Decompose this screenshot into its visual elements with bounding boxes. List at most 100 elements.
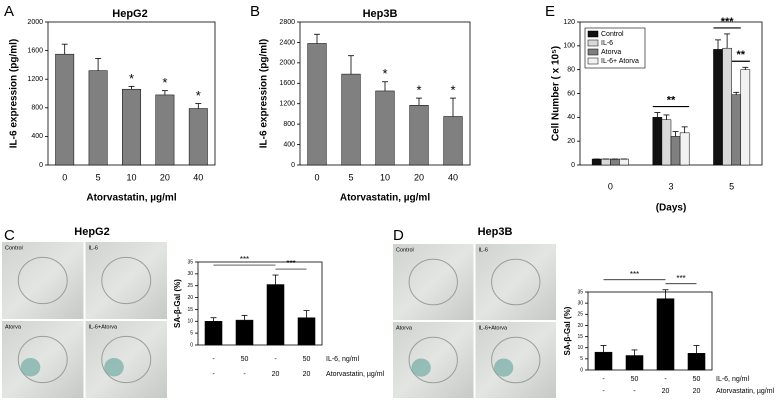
- bar: [713, 49, 723, 166]
- legend-label: IL-6+ Atorva: [601, 58, 639, 65]
- legend-label: Atorva: [601, 49, 621, 56]
- y-tick-label: 10: [187, 319, 193, 325]
- x-tick-label: 0: [62, 172, 67, 182]
- chart-title: Hep3B: [478, 226, 513, 238]
- bar: [409, 104, 429, 166]
- image-label: IL-6+Atorva: [479, 325, 509, 331]
- row-cell: 20: [303, 371, 311, 378]
- legend-swatch: [587, 30, 599, 38]
- y-tick-label: 25: [187, 283, 193, 289]
- bar: [679, 132, 690, 166]
- cell-cluster: [491, 336, 541, 384]
- bar: [687, 353, 706, 371]
- bar: [594, 351, 613, 371]
- micrograph: [2, 321, 84, 398]
- x-tick-label: 5: [96, 172, 101, 182]
- y-axis-label: SA-β-Gal (%): [563, 306, 572, 355]
- bar: [375, 90, 395, 166]
- plot-frame: [197, 261, 323, 346]
- y-tick-label: 10: [577, 345, 583, 351]
- bracket-label: **: [667, 94, 676, 106]
- x-axis-label: Atorvastatin, µg/ml: [340, 193, 430, 204]
- bar: [297, 317, 316, 346]
- chart-title: HepG2: [112, 8, 147, 20]
- y-tick-label: 0: [580, 367, 583, 373]
- y-tick-label: 100: [563, 43, 575, 50]
- micrograph: [85, 321, 167, 398]
- y-tick-label: 2000: [279, 60, 295, 67]
- y-tick-label: 120: [563, 19, 575, 26]
- cell-cluster: [408, 258, 458, 306]
- y-tick-label: 5: [190, 330, 193, 336]
- row-cell: 50: [631, 376, 639, 383]
- image-label: Control: [396, 247, 414, 253]
- bar: [341, 73, 361, 166]
- x-tick-label: 10: [126, 172, 136, 182]
- row-cell: -: [212, 356, 215, 363]
- y-tick-label: 80: [567, 67, 575, 74]
- y-axis-label: IL-6 expression (pg/ml): [9, 39, 20, 148]
- y-tick-label: 2000: [27, 19, 43, 26]
- image-label: Atorva: [5, 324, 22, 330]
- row-cell: 20: [272, 371, 280, 378]
- chart-title: HepG2: [74, 226, 109, 238]
- bar: [188, 108, 208, 166]
- micrograph: [2, 242, 84, 319]
- y-tick-label: 15: [577, 334, 583, 340]
- cell-cluster: [101, 256, 152, 305]
- legend-label: Control: [601, 31, 624, 38]
- plot-frame: [587, 291, 713, 371]
- bar: [443, 116, 463, 166]
- bracket-label: **: [736, 49, 745, 61]
- row-cell: 20: [693, 388, 701, 395]
- y-tick-label: 25: [577, 312, 583, 318]
- y-tick-label: 0: [291, 162, 295, 169]
- y-tick-label: 0: [190, 342, 193, 348]
- y-tick-label: 400: [283, 141, 295, 148]
- legend-label: IL-6: [601, 40, 613, 47]
- bar: [307, 43, 327, 166]
- cell-cluster: [408, 336, 458, 384]
- panel-letter: E: [545, 3, 555, 20]
- y-tick-label: 40: [567, 114, 575, 121]
- bar: [625, 355, 644, 371]
- row-cell: -: [602, 376, 605, 383]
- image-label: Atorva: [396, 325, 413, 331]
- significance-mark: *: [129, 71, 134, 86]
- bracket-label: ***: [630, 270, 639, 279]
- image-label: IL-6+Atorva: [89, 324, 119, 330]
- y-axis-label: Cell Number ( x 10⁵): [551, 46, 562, 141]
- stain: [104, 357, 124, 377]
- stain: [411, 358, 431, 377]
- significance-mark: *: [162, 75, 167, 90]
- x-tick-label: 0: [608, 181, 613, 191]
- row-label: IL-6, ng/ml: [326, 356, 360, 363]
- row-cell: -: [664, 376, 667, 383]
- x-tick-label: 20: [414, 172, 424, 182]
- y-tick-label: 20: [577, 323, 583, 329]
- significance-mark: *: [416, 83, 421, 98]
- row-cell: 50: [303, 356, 311, 363]
- micrograph: [85, 242, 167, 319]
- y-tick-label: 2400: [279, 39, 295, 46]
- row-cell: 50: [241, 356, 249, 363]
- x-tick-label: 40: [193, 172, 203, 182]
- y-tick-label: 60: [567, 90, 575, 97]
- cell-cluster: [101, 335, 152, 384]
- image-label: IL-6: [479, 247, 488, 253]
- x-axis-label: (Days): [656, 203, 687, 214]
- y-tick-label: 20: [187, 295, 193, 301]
- bar: [619, 158, 629, 166]
- x-tick-label: 3: [668, 181, 673, 191]
- panel-letter: B: [250, 3, 260, 20]
- bar: [266, 284, 285, 346]
- row-label: Atorvastatin, µg/ml: [716, 388, 775, 395]
- y-tick-label: 5: [580, 356, 583, 362]
- y-tick-label: 20: [567, 138, 575, 145]
- legend-swatch: [587, 48, 599, 56]
- bar: [670, 136, 681, 166]
- micrograph: [393, 244, 474, 320]
- micrograph: [475, 322, 556, 398]
- row-label: Atorvastatin, µg/ml: [326, 371, 385, 378]
